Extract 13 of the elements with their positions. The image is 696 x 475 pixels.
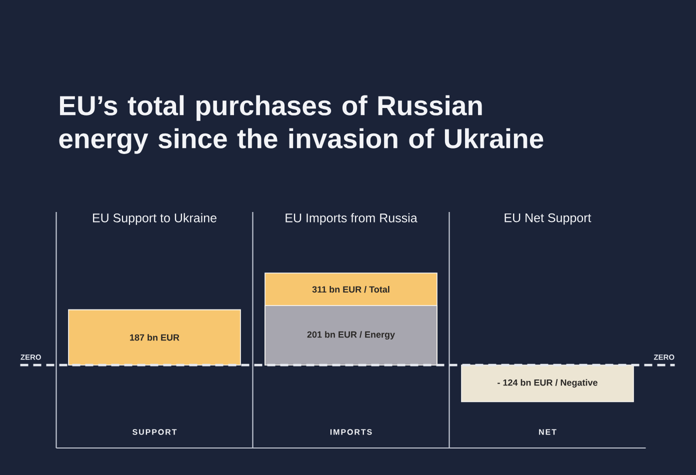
x-tick-label: NET (539, 429, 556, 435)
chart-title: EU’s total purchases of Russian energy since the invasion of Ukraine (59, 95, 544, 154)
x-tick-label: IMPORTS (330, 429, 372, 435)
text: EU Imports from Russia (286, 213, 418, 225)
x-tick-label: SUPPORT (132, 429, 177, 435)
text: EU Net Support (504, 213, 592, 225)
data-label: - 124 bn EUR / Negative (498, 379, 598, 388)
data-label: 311 bn EUR / Total (312, 286, 390, 293)
data-label: 187 bn EUR (130, 334, 180, 341)
bar (68, 309, 241, 366)
data-label: 201 bn EUR / Energy (307, 331, 395, 340)
text: EU Support to Ukraine (92, 213, 216, 225)
bar (461, 364, 634, 402)
